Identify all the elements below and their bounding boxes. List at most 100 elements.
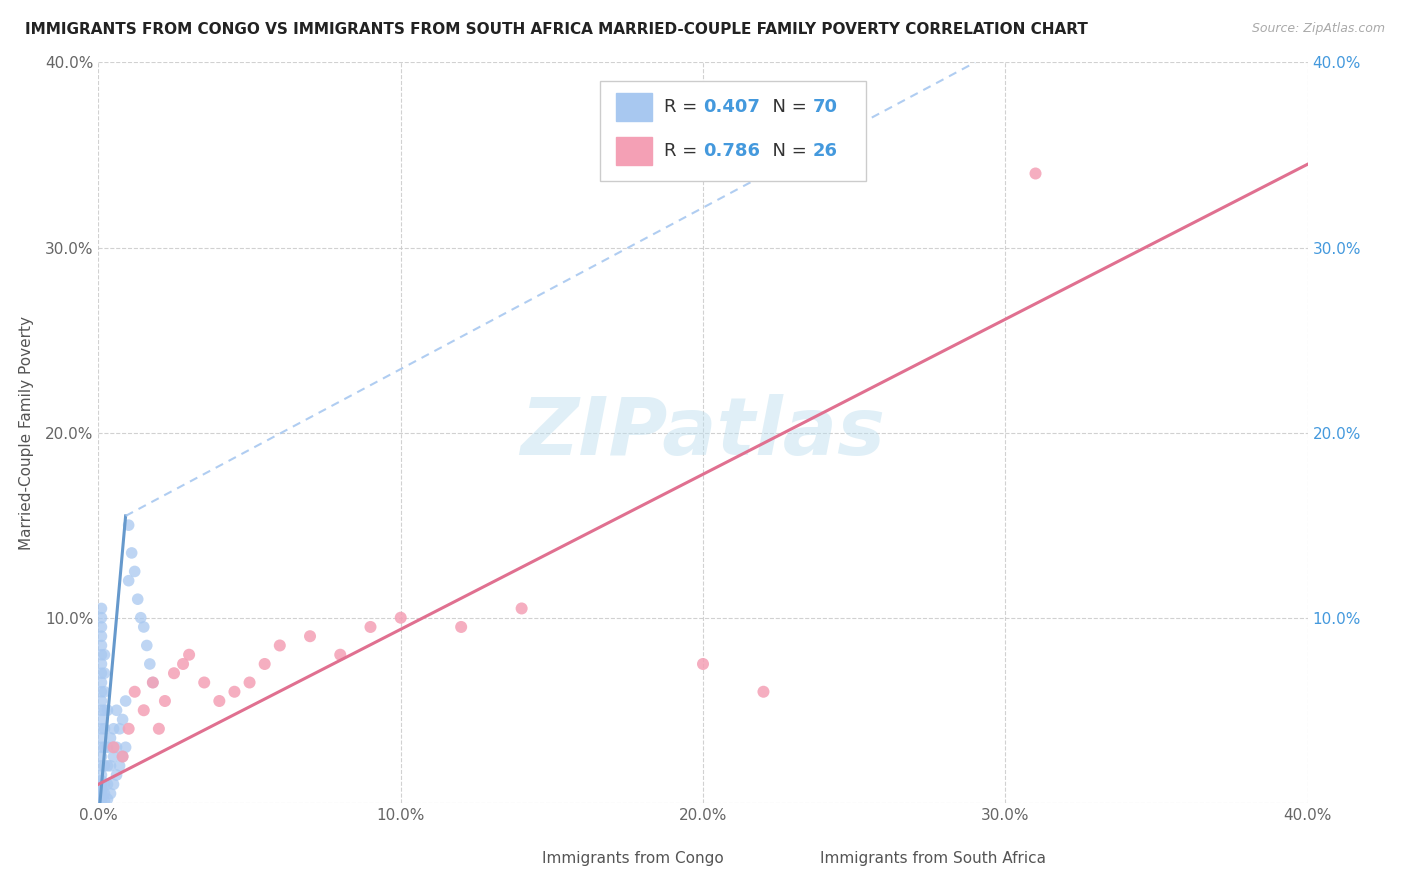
Text: Immigrants from South Africa: Immigrants from South Africa — [820, 851, 1046, 866]
Point — [90, 620, 112, 634]
Point — [389, 610, 412, 624]
Point — [111, 713, 134, 727]
Text: N =: N = — [761, 143, 813, 161]
Point — [510, 601, 533, 615]
Point — [90, 666, 112, 681]
Point — [360, 620, 382, 634]
Point — [108, 722, 131, 736]
Point — [132, 620, 155, 634]
Point — [93, 740, 115, 755]
Point — [114, 694, 136, 708]
Text: 70: 70 — [813, 98, 838, 116]
Point — [124, 565, 146, 579]
Point — [96, 758, 118, 772]
Point — [93, 685, 115, 699]
Point — [90, 758, 112, 772]
Point — [105, 740, 128, 755]
Point — [142, 675, 165, 690]
Point — [90, 731, 112, 745]
Point — [224, 685, 246, 699]
Point — [90, 777, 112, 791]
Point — [90, 685, 112, 699]
Point — [179, 648, 201, 662]
Point — [90, 749, 112, 764]
Point — [103, 749, 125, 764]
Point — [90, 768, 112, 782]
Point — [118, 722, 141, 736]
Point — [253, 657, 276, 671]
Point — [100, 758, 122, 772]
Point — [90, 789, 112, 803]
Point — [1024, 166, 1046, 180]
Point — [108, 758, 131, 772]
Text: N =: N = — [761, 98, 813, 116]
Point — [208, 694, 231, 708]
Point — [103, 722, 125, 736]
Point — [93, 787, 115, 801]
Point — [96, 703, 118, 717]
Point — [96, 740, 118, 755]
Point — [121, 546, 143, 560]
Point — [90, 639, 112, 653]
Point — [90, 601, 112, 615]
Text: IMMIGRANTS FROM CONGO VS IMMIGRANTS FROM SOUTH AFRICA MARRIED-COUPLE FAMILY POVE: IMMIGRANTS FROM CONGO VS IMMIGRANTS FROM… — [25, 22, 1088, 37]
Bar — [616, 137, 652, 165]
Point — [299, 629, 322, 643]
Point — [124, 685, 146, 699]
Point — [90, 694, 112, 708]
Point — [163, 666, 186, 681]
Point — [193, 675, 215, 690]
Point — [269, 639, 291, 653]
FancyBboxPatch shape — [600, 81, 866, 181]
Point — [93, 794, 115, 808]
Point — [132, 703, 155, 717]
Point — [135, 639, 157, 653]
Point — [118, 574, 141, 588]
Point — [450, 620, 472, 634]
Point — [127, 592, 149, 607]
Point — [90, 790, 112, 805]
Point — [105, 768, 128, 782]
Point — [329, 648, 352, 662]
Point — [105, 703, 128, 717]
Point — [172, 657, 194, 671]
Bar — [763, 849, 806, 868]
Text: 0.407: 0.407 — [703, 98, 759, 116]
Point — [239, 675, 262, 690]
Point — [142, 675, 165, 690]
Text: Source: ZipAtlas.com: Source: ZipAtlas.com — [1251, 22, 1385, 36]
Text: 26: 26 — [813, 143, 838, 161]
Text: R =: R = — [664, 143, 703, 161]
Point — [90, 610, 112, 624]
Point — [90, 740, 112, 755]
Point — [96, 792, 118, 806]
Point — [90, 675, 112, 690]
Point — [90, 782, 112, 797]
Y-axis label: Married-Couple Family Poverty: Married-Couple Family Poverty — [18, 316, 34, 549]
Point — [93, 758, 115, 772]
Point — [93, 666, 115, 681]
Text: ZIPatlas: ZIPatlas — [520, 393, 886, 472]
Bar — [616, 93, 652, 121]
Point — [96, 777, 118, 791]
Point — [752, 685, 775, 699]
Point — [90, 787, 112, 801]
Point — [90, 773, 112, 788]
Point — [90, 629, 112, 643]
Point — [90, 648, 112, 662]
Point — [90, 780, 112, 795]
Point — [103, 777, 125, 791]
Point — [90, 792, 112, 806]
Point — [148, 722, 170, 736]
Point — [692, 657, 714, 671]
Point — [103, 740, 125, 755]
Point — [118, 518, 141, 533]
Point — [100, 731, 122, 745]
Point — [90, 785, 112, 799]
Point — [114, 740, 136, 755]
Point — [129, 610, 152, 624]
Text: 0.786: 0.786 — [703, 143, 761, 161]
Point — [90, 779, 112, 793]
Point — [93, 777, 115, 791]
Point — [139, 657, 162, 671]
